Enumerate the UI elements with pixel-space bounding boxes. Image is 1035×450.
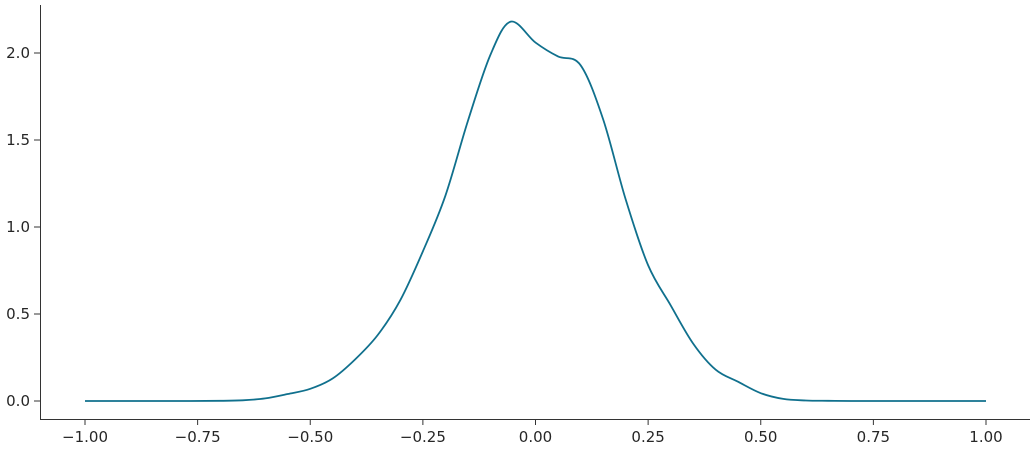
x-tick-label: −0.75 [175, 428, 221, 446]
y-tick-label: 0.0 [6, 392, 30, 410]
x-tick-label: 0.50 [744, 428, 777, 446]
x-tick-label: 0.75 [857, 428, 890, 446]
x-tick-label: −1.00 [62, 428, 108, 446]
x-tick-label: −0.50 [287, 428, 333, 446]
y-tick-label: 1.5 [6, 131, 30, 149]
x-tick-label: 0.00 [519, 428, 552, 446]
x-tick-label: −0.25 [400, 428, 446, 446]
density-curve [85, 20, 986, 402]
y-tick-label: 2.0 [6, 44, 30, 62]
x-tick-label: 0.25 [631, 428, 664, 446]
y-tick-label: 0.5 [6, 305, 30, 323]
y-tick-label: 1.0 [6, 218, 30, 236]
x-tick-label: 1.00 [969, 428, 1002, 446]
